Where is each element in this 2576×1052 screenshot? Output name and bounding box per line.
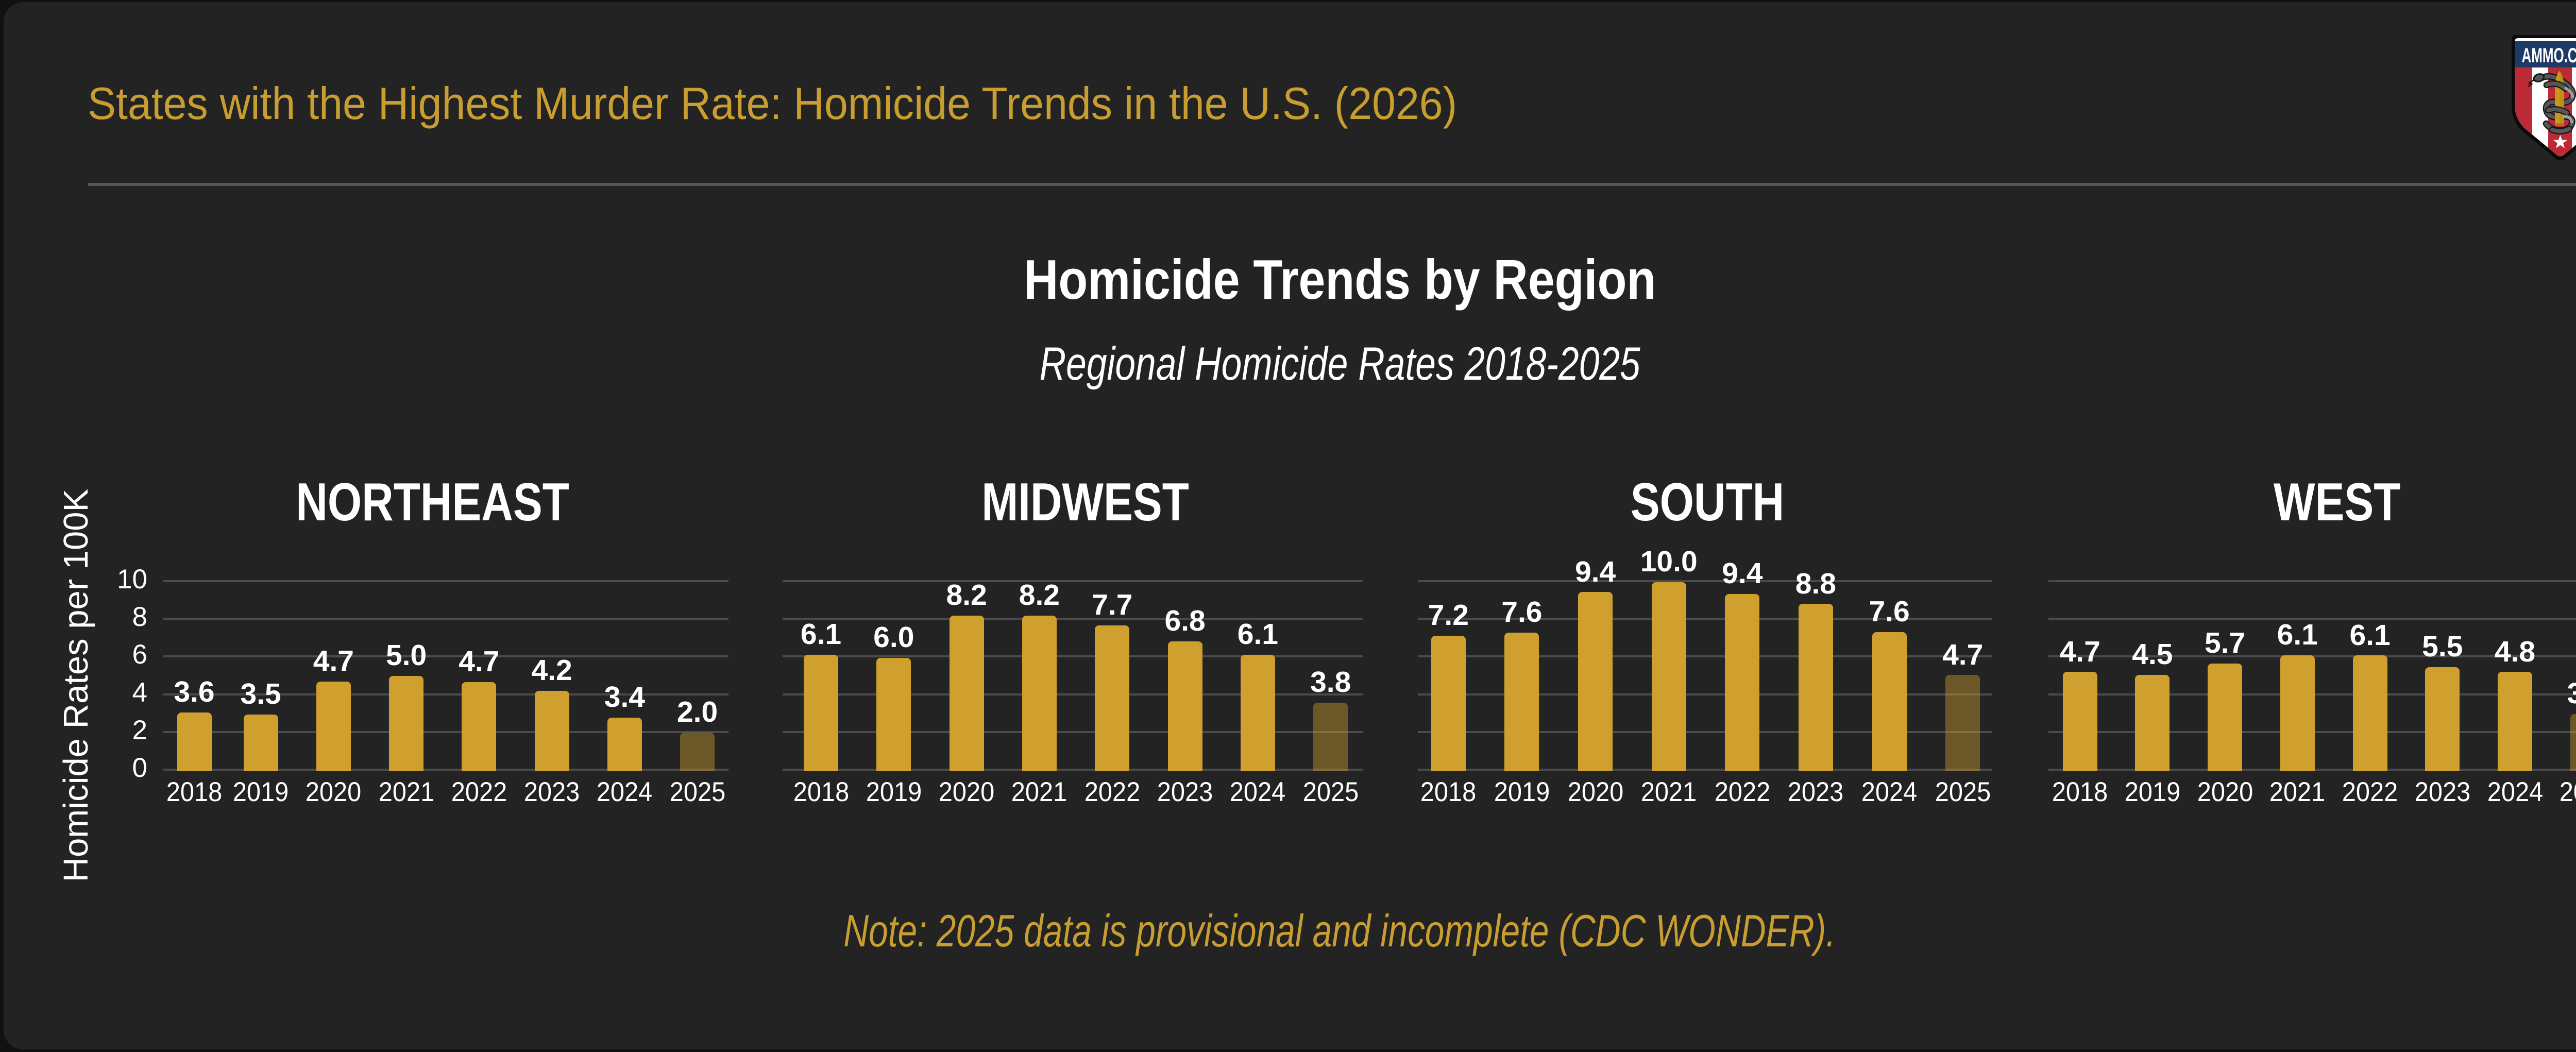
svg-text:AMMO.COM: AMMO.COM	[2521, 44, 2576, 67]
